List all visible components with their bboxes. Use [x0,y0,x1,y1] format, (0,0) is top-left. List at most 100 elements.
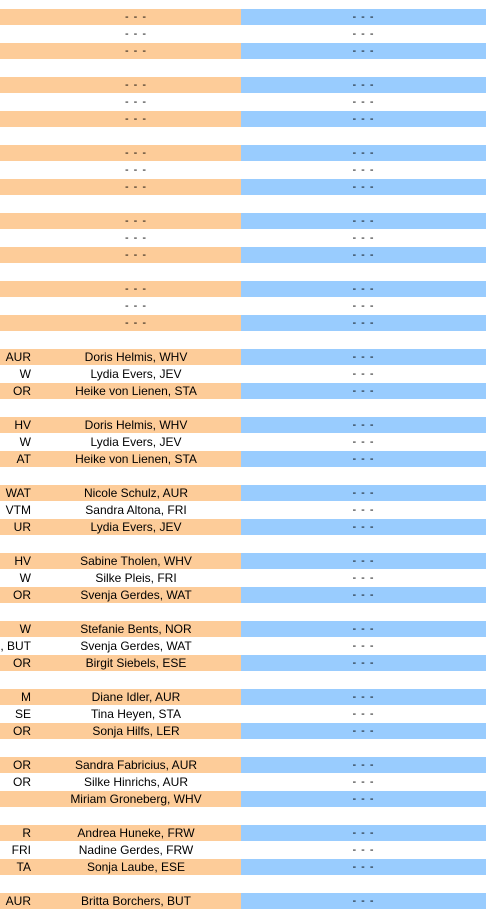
table-row: - - -- - - [0,145,486,162]
cell-clipped [0,43,31,59]
cell-clipped: OR [0,587,31,603]
table-row: OR Sonja Hilfs, LER - - - [0,723,486,740]
cell-clipped [0,791,31,807]
cell-name: Heike von Lienen, STA [31,451,241,467]
cell-result: - - - [241,655,486,671]
table-row: - - -- - - [0,247,486,264]
cell-clipped [0,26,31,42]
cell-result: - - - [352,300,375,312]
table-row: VTM Sandra Altona, FRI - - - [0,502,486,519]
cell-result: - - - [241,485,486,501]
cell-clipped: W [19,571,31,585]
cell-result: - - - [241,213,486,229]
table-row: - - -- - - [0,43,486,60]
cell-name: Andrea Huneke, FRW [31,825,241,841]
cell-clipped: W [19,435,31,449]
cell-result: - - - [241,825,486,841]
cell-result: - - - [241,383,486,399]
cell-result: - - - [352,776,375,788]
table-row: TA Sonja Laube, ESE - - - [0,859,486,876]
cell-result: - - - [352,164,375,176]
table-row: HV Doris Helmis, WHV - - - [0,417,486,434]
cell-name: Svenja Gerdes, WAT [80,639,192,653]
table-row: W Lydia Evers, JEV - - - [0,434,486,451]
cell-name: Britta Borchers, BUT [31,893,241,909]
table-row: - - -- - - [0,281,486,298]
cell-name: Stefanie Bents, NOR [31,621,241,637]
cell-clipped: VTM [5,503,31,517]
cell-result: - - - [241,315,486,331]
table-row: AUR Britta Borchers, BUT - - - [0,893,486,910]
table-row: OR Silke Hinrichs, AUR - - - [0,774,486,791]
cell-clipped: W [0,621,31,637]
cell-name: Lydia Evers, JEV [90,435,182,449]
cell-name: - - - [31,179,241,195]
table-row: W Stefanie Bents, NOR - - - [0,621,486,638]
cell-name: Silke Pleis, FRI [95,571,177,585]
cell-clipped: AT [0,451,31,467]
cell-clipped: AUR [0,893,31,909]
cell-clipped: TA [0,859,31,875]
spacer-row [0,808,486,825]
cell-clipped [0,162,31,178]
cell-name: Sonja Laube, ESE [31,859,241,875]
spacer-row [0,264,486,281]
cell-name: - - - [31,213,241,229]
spacer-row [0,876,486,893]
cell-clipped: FRI [11,843,31,857]
cell-clipped: , BUT [0,639,31,653]
table-row: M Diane Idler, AUR - - - [0,689,486,706]
cell-clipped [0,179,31,195]
cell-result: - - - [241,349,486,365]
cell-clipped [0,315,31,331]
spacer-row [0,60,486,77]
spacer-row [0,672,486,689]
cell-clipped: HV [0,417,31,433]
cell-name: Sonja Hilfs, LER [31,723,241,739]
cell-clipped [0,94,31,110]
cell-name: - - - [31,145,241,161]
cell-name: - - - [31,43,241,59]
cell-name: - - - [31,111,241,127]
cell-result: - - - [241,621,486,637]
cell-result: - - - [241,723,486,739]
cell-name: - - - [31,315,241,331]
cell-clipped: R [0,825,31,841]
cell-clipped [0,247,31,263]
cell-name: - - - [124,28,148,40]
cell-result: - - - [241,451,486,467]
table-row: OR Sandra Fabricius, AUR - - - [0,757,486,774]
table-row: OR Birgit Siebels, ESE - - - [0,655,486,672]
cell-name: - - - [31,77,241,93]
spacer-row [0,468,486,485]
cell-name: Tina Heyen, STA [90,707,182,721]
cell-name: Svenja Gerdes, WAT [31,587,241,603]
table-row: - - -- - - [0,77,486,94]
cell-name: Silke Hinrichs, AUR [83,775,189,789]
cell-clipped: OR [0,757,31,773]
table-row: AT Heike von Lienen, STA - - - [0,451,486,468]
cell-name: Sabine Tholen, WHV [31,553,241,569]
cell-clipped: OR [0,723,31,739]
cell-name: Nadine Gerdes, FRW [78,843,194,857]
cell-result: - - - [241,43,486,59]
table-row: - - -- - - [0,26,486,43]
cell-name: - - - [124,300,148,312]
cell-result: - - - [352,640,375,652]
cell-result: - - - [352,96,375,108]
cell-result: - - - [241,111,486,127]
cell-name: Lydia Evers, JEV [90,367,182,381]
cell-result: - - - [241,859,486,875]
cell-result: - - - [241,281,486,297]
cell-result: - - - [241,519,486,535]
cell-clipped [0,111,31,127]
cell-name: - - - [124,164,148,176]
cell-result: - - - [241,791,486,807]
table-row: OR Svenja Gerdes, WAT - - - [0,587,486,604]
cell-clipped [0,298,31,314]
spacer-row [0,604,486,621]
cell-result: - - - [241,893,486,909]
cell-result: - - - [352,844,375,856]
table-row: - - -- - - [0,230,486,247]
cell-name: Lydia Evers, JEV [31,519,241,535]
